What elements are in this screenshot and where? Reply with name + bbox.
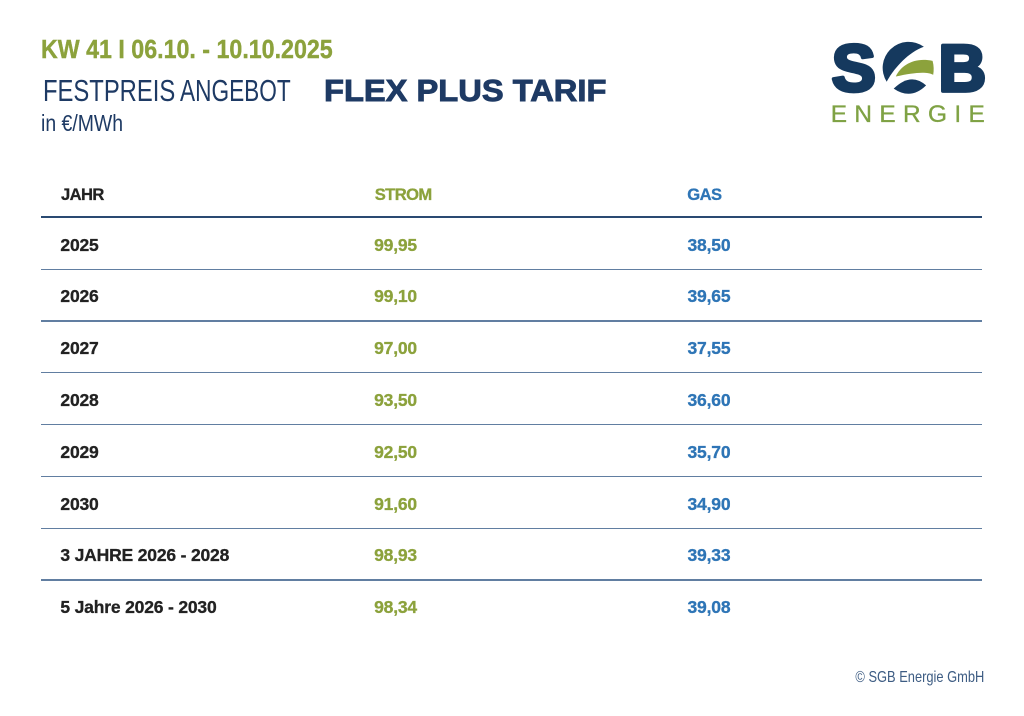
svg-text:S: S	[832, 31, 876, 105]
svg-text:ENERGIE: ENERGIE	[831, 101, 992, 128]
svg-text:B: B	[939, 31, 987, 105]
